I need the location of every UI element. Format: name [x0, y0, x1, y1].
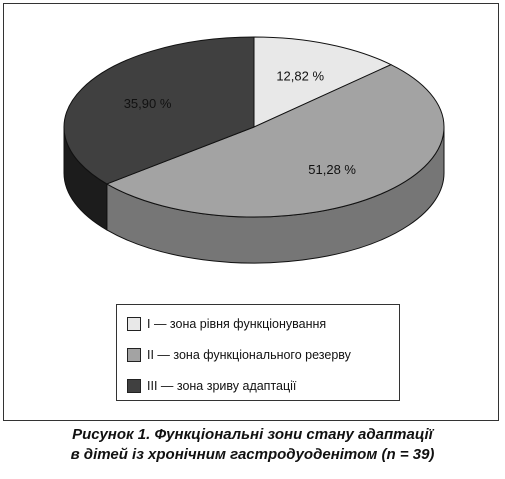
legend-label-1: I — зона рівня функціонування	[147, 317, 327, 331]
figure-caption: Рисунок 1. Функціональні зони стану адап…	[0, 425, 505, 465]
slice-value-label-3: 35,90 %	[124, 96, 172, 111]
legend-label-2: II — зона функціонального резерву	[147, 348, 351, 362]
legend-item: II — зона функціонального резерву	[127, 346, 351, 364]
pie-chart: 12,82 % 51,28 % 35,90 %	[63, 36, 445, 264]
legend-label-3: III — зона зриву адаптації	[147, 379, 297, 393]
legend-swatch-2	[127, 348, 141, 362]
caption-line-2: в дітей із хронічним гастродуоденітом (n…	[70, 446, 435, 463]
pie-slice-3	[63, 36, 255, 185]
slice-value-label-1: 12,82 %	[276, 69, 324, 84]
pie-slice-1	[253, 36, 393, 128]
legend-swatch-1	[127, 317, 141, 331]
legend: I — зона рівня функціонування II — зона …	[116, 304, 400, 401]
figure-frame: 12,82 % 51,28 % 35,90 % I — зона рівня фун…	[3, 3, 499, 421]
caption-line-1: Рисунок 1. Функціональні зони стану адап…	[72, 426, 433, 443]
slice-value-label-2: 51,28 %	[308, 162, 356, 177]
legend-item: III — зона зриву адаптації	[127, 377, 296, 395]
legend-swatch-3	[127, 379, 141, 393]
pie-slice-2	[105, 64, 445, 218]
legend-item: I — зона рівня функціонування	[127, 315, 326, 333]
